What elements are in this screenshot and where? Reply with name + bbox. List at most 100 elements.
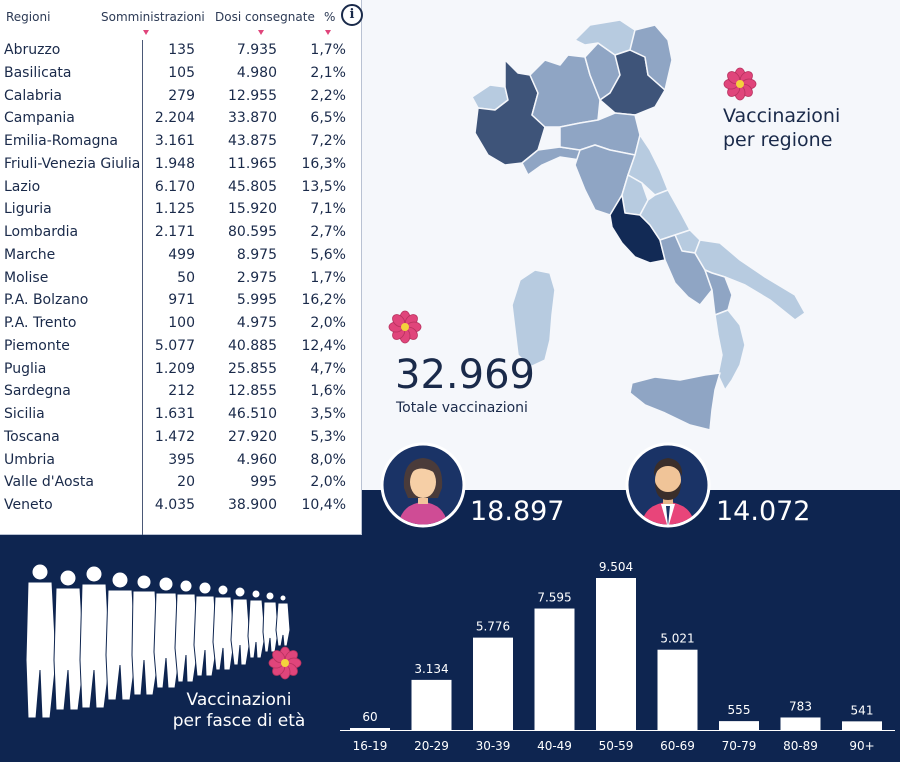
sort-percent-icon[interactable] xyxy=(325,30,331,35)
region-calabria[interactable] xyxy=(714,309,746,391)
table-row[interactable]: P.A. Bolzano 971 5.995 16,2% xyxy=(0,290,362,313)
doses-value: 45.805 xyxy=(228,178,277,195)
header-percent[interactable]: % xyxy=(324,10,336,24)
doses-value: 11.965 xyxy=(228,155,277,172)
age-title-line1: Vaccinazioni xyxy=(186,690,292,710)
doses-value: 27.920 xyxy=(228,428,277,445)
percent-value: 16,2% xyxy=(301,292,346,309)
percent-value: 10,4% xyxy=(301,497,346,513)
administrations-value: 279 xyxy=(168,87,195,104)
percent-value: 1,7% xyxy=(310,42,346,58)
bar-value-label: 555 xyxy=(728,703,751,717)
table-row[interactable]: Puglia 1.209 25.855 4,7% xyxy=(0,359,362,382)
region-sicilia[interactable] xyxy=(629,372,721,431)
bar-90+[interactable] xyxy=(842,721,882,730)
table-row[interactable]: P.A. Trento 100 4.975 2,0% xyxy=(0,313,362,336)
table-row[interactable]: Emilia-Romagna 3.161 43.875 7,2% xyxy=(0,131,362,154)
table-row[interactable]: Lombardia 2.171 80.595 2,7% xyxy=(0,222,362,245)
administrations-value: 105 xyxy=(168,64,195,81)
table-row[interactable]: Basilicata 105 4.980 2,1% xyxy=(0,63,362,86)
sort-dosi-icon[interactable] xyxy=(258,30,264,35)
x-tick-label: 40-49 xyxy=(537,739,572,753)
regions-table: Regioni Somministrazioni Dosi consegnate… xyxy=(0,0,363,535)
table-row[interactable]: Calabria 279 12.955 2,2% xyxy=(0,86,362,109)
percent-value: 2,7% xyxy=(310,224,346,240)
doses-value: 33.870 xyxy=(228,110,277,127)
table-row[interactable]: Umbria 395 4.960 8,0% xyxy=(0,450,362,473)
region-name: Piemonte xyxy=(4,337,70,354)
table-row[interactable]: Toscana 1.472 27.920 5,3% xyxy=(0,427,362,450)
table-row[interactable]: Campania 2.204 33.870 6,5% xyxy=(0,108,362,131)
table-row[interactable]: Lazio 6.170 45.805 13,5% xyxy=(0,177,362,200)
map-title: Vaccinazioni per regione xyxy=(723,104,840,152)
info-icon[interactable]: i xyxy=(341,4,363,26)
table-row[interactable]: Sicilia 1.631 46.510 3,5% xyxy=(0,404,362,427)
administrations-value: 135 xyxy=(168,42,195,58)
flower-icon-map xyxy=(723,67,757,101)
doses-value: 46.510 xyxy=(228,406,277,422)
percent-value: 6,5% xyxy=(310,110,346,127)
header-dosi-consegnate[interactable]: Dosi consegnate xyxy=(215,10,315,24)
region-sardegna[interactable] xyxy=(511,269,556,368)
percent-value: 16,3% xyxy=(301,155,346,172)
header-regioni[interactable]: Regioni xyxy=(6,10,51,24)
x-tick-label: 90+ xyxy=(849,739,874,753)
total-value: 32.969 xyxy=(395,352,535,398)
region-name: Emilia-Romagna xyxy=(4,133,119,149)
table-row[interactable]: Piemonte 5.077 40.885 12,4% xyxy=(0,336,362,359)
bar-40-49[interactable] xyxy=(534,608,575,730)
flower-icon-age xyxy=(268,646,302,680)
x-tick-label: 80-89 xyxy=(783,739,818,753)
table-row[interactable]: Abruzzo 135 7.935 1,7% xyxy=(0,40,362,63)
administrations-value: 2.204 xyxy=(154,110,195,127)
table-row[interactable]: Valle d'Aosta 20 995 2,0% xyxy=(0,472,362,495)
man-avatar-icon xyxy=(625,442,711,528)
table-row[interactable]: Friuli-Venezia Giulia 1.948 11.965 16,3% xyxy=(0,154,362,177)
x-tick-label: 20-29 xyxy=(414,739,449,753)
doses-value: 995 xyxy=(250,474,277,491)
bar-30-39[interactable] xyxy=(473,637,513,730)
bar-50-59[interactable] xyxy=(596,578,636,730)
bar-70-79[interactable] xyxy=(719,721,759,730)
region-name: Molise xyxy=(4,269,49,286)
region-name: Basilicata xyxy=(4,64,72,81)
table-row[interactable]: Liguria 1.125 15.920 7,1% xyxy=(0,199,362,222)
doses-value: 2.975 xyxy=(236,269,277,286)
region-name: Veneto xyxy=(4,497,53,513)
region-name: Puglia xyxy=(4,360,47,377)
x-tick-label: 70-79 xyxy=(722,739,757,753)
region-name: Marche xyxy=(4,246,56,263)
region-lombardia[interactable] xyxy=(529,54,601,128)
doses-value: 80.595 xyxy=(228,224,277,240)
bar-20-29[interactable] xyxy=(411,679,452,730)
bar-60-69[interactable] xyxy=(657,649,698,730)
bar-value-label: 7.595 xyxy=(537,591,571,605)
flower-icon-total xyxy=(388,310,422,344)
bar-80-89[interactable] xyxy=(780,717,821,730)
region-name: Campania xyxy=(4,110,75,127)
bar-value-label: 783 xyxy=(789,699,812,713)
header-somministrazioni[interactable]: Somministrazioni xyxy=(101,10,205,24)
table-row[interactable]: Molise 50 2.975 1,7% xyxy=(0,268,362,291)
sort-somministrazioni-icon[interactable] xyxy=(143,30,149,35)
region-basilicata[interactable] xyxy=(704,269,733,316)
region-friuli[interactable] xyxy=(629,24,673,91)
region-name: P.A. Bolzano xyxy=(4,292,89,309)
percent-value: 7,2% xyxy=(310,133,346,149)
table-row[interactable]: Veneto 4.035 38.900 10,4% xyxy=(0,495,362,518)
doses-value: 25.855 xyxy=(228,360,277,377)
table-row[interactable]: Marche 499 8.975 5,6% xyxy=(0,245,362,268)
percent-value: 8,0% xyxy=(310,451,346,468)
map-title-line2: per regione xyxy=(723,129,833,151)
men-count: 14.072 xyxy=(716,496,811,527)
age-title: Vaccinazioni per fasce di età xyxy=(172,690,306,732)
age-bar-chart: 60 16-19 3.134 20-29 5.776 30-39 7.595 40-49 9.5… xyxy=(340,560,895,753)
percent-value: 1,6% xyxy=(310,383,346,400)
region-name: Lazio xyxy=(4,178,41,195)
table-row[interactable]: Sardegna 212 12.855 1,6% xyxy=(0,381,362,404)
bar-value-label: 60 xyxy=(362,710,377,724)
bar-16-19[interactable] xyxy=(350,728,390,730)
table-divider xyxy=(142,40,143,535)
x-tick-label: 50-59 xyxy=(599,739,634,753)
map-title-line1: Vaccinazioni xyxy=(723,105,841,127)
